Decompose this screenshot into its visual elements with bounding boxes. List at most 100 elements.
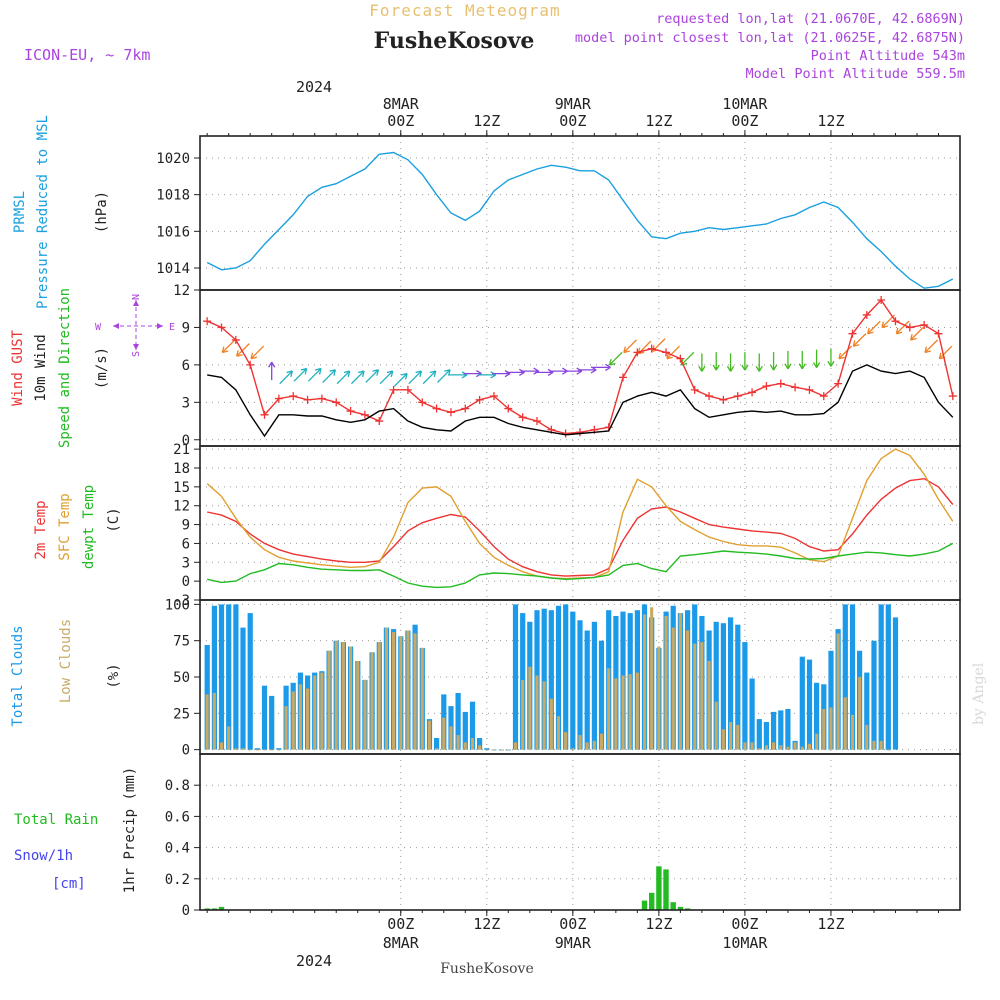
gust-marker [561,429,570,438]
location-title: FusheKosove [374,28,535,54]
panel-frame [199,753,961,911]
wind-arrow-head [268,361,276,368]
model-name: ICON-EU, ~ 7km [24,46,150,64]
wind-arrow [867,320,881,335]
wind-arrow-shaft [408,370,422,385]
total-cloud-bar [778,710,784,750]
low-cloud-bar [879,740,883,750]
y-tick-label: 0 [182,743,190,759]
wind-arrow [608,351,623,366]
total-cloud-bar [878,604,884,750]
total-cloud-bar [577,620,583,750]
wind-arrow [895,320,910,335]
low-cloud-bar [521,679,525,750]
low-cloud-bar [528,666,532,750]
gust-marker [748,388,757,397]
low-cloud-bar [327,650,331,750]
wind-arrow-head [372,369,380,376]
wind-gust-label: Wind GUST [10,330,26,406]
wind-arrow-shaft [336,370,351,385]
low-cloud-bar [356,661,360,750]
wind-arrow-head [798,363,806,370]
top-day-label: 9MAR [555,95,592,113]
total-cloud-bar [849,604,856,750]
gust-marker [862,310,871,319]
wind-arrow-head [769,364,778,371]
gust-marker [776,379,785,388]
low-cloud-bar [205,694,209,750]
total-cloud-bar [735,624,741,750]
top-hour-label: 00Z [559,112,586,130]
wind-arrow [279,370,293,385]
wind-arrow [322,369,336,383]
total-cloud-bar [591,621,597,750]
low-cloud-bar [643,614,647,750]
gust-marker [332,398,341,407]
wind-arrow-head [838,352,845,360]
wind-arrow-head [343,370,351,378]
wind-arrow [712,352,720,371]
y-tick-label: 25 [173,706,190,722]
top-day-label: 10MAR [722,95,768,113]
low-cloud-bar [607,668,611,750]
low-cloud-bar [858,677,862,750]
low-cloud-bar [686,630,690,750]
wind-arrow-head [358,370,365,378]
low-cloud-bar [678,613,682,750]
temp-unit: (C) [106,507,122,532]
wind-arrow [910,326,924,341]
wind-arrow [422,370,437,385]
gust-marker [905,323,914,332]
wind-arrow-shaft [250,345,265,360]
low-cloud-bar [277,749,281,751]
compass-north: N [131,294,142,300]
wind-arrow-head [726,365,735,372]
series-line [206,298,954,435]
wind-unit: (m/s) [94,347,110,389]
total-cloud-bar [814,682,820,750]
gust-marker [891,317,900,326]
gust-marker [834,379,843,388]
y-tick-label: -3 [173,593,190,609]
top-hour-label: 12Z [817,112,844,130]
wind-arrow-head [741,364,749,371]
wind-arrow [393,372,408,387]
wind-arrow-head [623,346,630,354]
total-cloud-bar [548,610,554,750]
y-tick-label: 50 [173,670,190,686]
low-cloud-bar [341,642,345,750]
low-cloud-bar [442,717,446,750]
low-cloud-bar [220,742,224,750]
total-cloud-bar [799,656,805,750]
gust-marker [518,413,527,422]
gust-marker [934,329,943,338]
gust-marker [346,407,355,416]
low-cloud-bar [628,674,632,750]
low-cloud-bar [865,724,869,750]
low-cloud-bar [284,706,288,750]
wind-arrow-head [329,369,336,376]
total-cloud-bar [261,685,268,750]
low-cloud-bar [693,643,697,750]
wind-arrow [592,363,611,372]
low-cloud-bar [456,735,460,750]
wind-arrow [250,345,265,360]
low-cloud-bar [513,742,517,750]
gust-marker [303,395,312,404]
low-cloud-bar [807,743,811,750]
gust-marker [719,395,728,404]
y-tick-label: 1020 [156,151,190,167]
low-cloud-bar [227,726,231,750]
wind-arrow-head [881,321,888,329]
rain-legend: Total Rain [14,812,98,828]
total-cloud-bar [842,604,848,750]
bottom-hour-label: 00Z [559,915,586,933]
low-cloud-bar [564,732,568,750]
wind-arrow-head [386,370,394,378]
wind-arrow [755,353,763,372]
gust-marker [633,348,642,357]
pressure-label-prmsl: PRMSL [12,191,28,233]
wind-arrow-shaft [379,370,394,385]
low-cloud-bar [549,698,553,750]
wind-arrow [698,353,706,372]
